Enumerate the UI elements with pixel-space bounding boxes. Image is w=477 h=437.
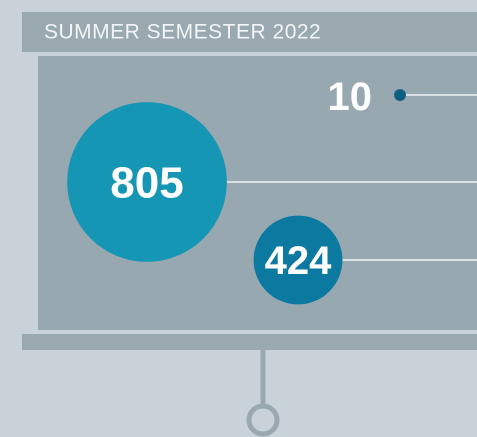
- value-label: 10: [328, 75, 373, 119]
- title: SUMMER SEMESTER 2022: [44, 21, 321, 44]
- bottom-bar: [22, 334, 477, 350]
- bubble: [253, 215, 343, 305]
- bubble: [394, 89, 406, 101]
- header-bar: [22, 12, 477, 52]
- bubble: [67, 102, 227, 262]
- value-label: 805: [110, 159, 183, 208]
- value-label: 424: [265, 239, 332, 283]
- stand-ring: [246, 403, 280, 437]
